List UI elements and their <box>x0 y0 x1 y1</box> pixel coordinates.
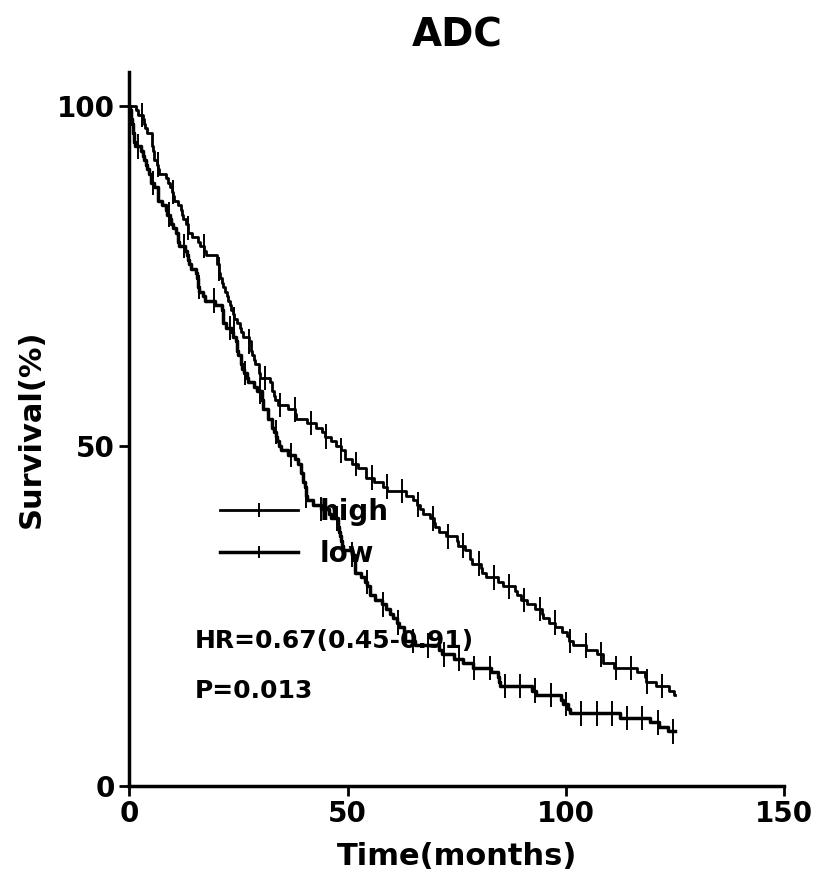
Legend: high, low: high, low <box>208 487 400 579</box>
X-axis label: Time(months): Time(months) <box>337 843 577 871</box>
Title: ADC: ADC <box>412 17 502 55</box>
Y-axis label: Survival(%): Survival(%) <box>17 329 46 528</box>
Text: P=0.013: P=0.013 <box>195 678 313 702</box>
Text: HR=0.67(0.45-0.91): HR=0.67(0.45-0.91) <box>195 629 474 653</box>
